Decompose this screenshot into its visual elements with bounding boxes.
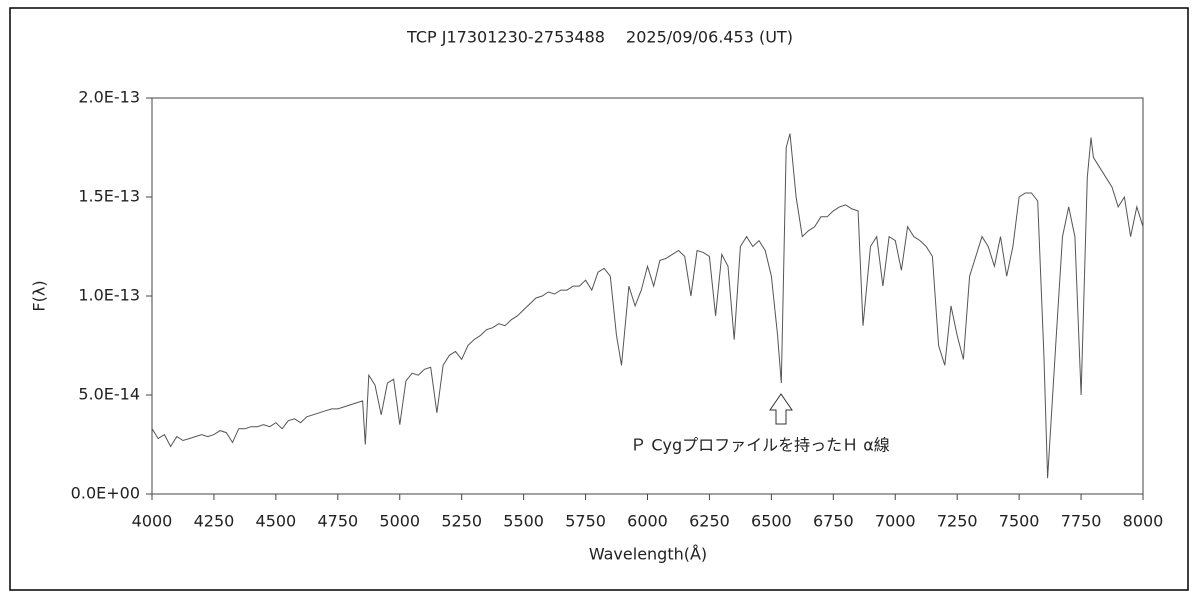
x-tick-label: 5500 bbox=[503, 512, 544, 531]
x-tick-label: 7250 bbox=[937, 512, 978, 531]
x-tick-label: 7000 bbox=[875, 512, 916, 531]
frame bbox=[9, 7, 1189, 591]
y-tick-label: 2.0E-13 bbox=[78, 88, 140, 107]
chart-title: TCP J17301230-2753488 2025/09/06.453 (UT… bbox=[406, 28, 793, 47]
spectrum-line bbox=[151, 133, 1144, 479]
y-tick-label: 0.0E+00 bbox=[71, 484, 140, 503]
x-tick-label: 8000 bbox=[1123, 512, 1164, 531]
y-tick-label: 1.5E-13 bbox=[78, 187, 140, 206]
arrow bbox=[769, 393, 793, 425]
y-tick-label: 1.0E-13 bbox=[78, 286, 140, 305]
x-tick-label: 6000 bbox=[627, 512, 668, 531]
x-tick-label: 6250 bbox=[689, 512, 730, 531]
x-tick-label: 7750 bbox=[1061, 512, 1102, 531]
x-tick-label: 5250 bbox=[441, 512, 482, 531]
x-tick-label: 4500 bbox=[256, 512, 297, 531]
x-tick-label: 7500 bbox=[999, 512, 1040, 531]
x-tick-label: 4750 bbox=[317, 512, 358, 531]
x-tick-label: 5000 bbox=[379, 512, 420, 531]
x-axis-label: Wavelength(Å) bbox=[589, 545, 707, 564]
x-tick-label: 5750 bbox=[565, 512, 606, 531]
y-tick-label: 5.0E-14 bbox=[78, 385, 140, 404]
x-tick-label: 6750 bbox=[813, 512, 854, 531]
x-tick-label: 4250 bbox=[194, 512, 235, 531]
x-tick-label: 4000 bbox=[132, 512, 173, 531]
annotation: Ｐ Cygプロファイルを持ったＨ α線 bbox=[630, 436, 890, 455]
y-axis-label: F(λ) bbox=[30, 280, 49, 311]
x-tick-label: 6500 bbox=[751, 512, 792, 531]
